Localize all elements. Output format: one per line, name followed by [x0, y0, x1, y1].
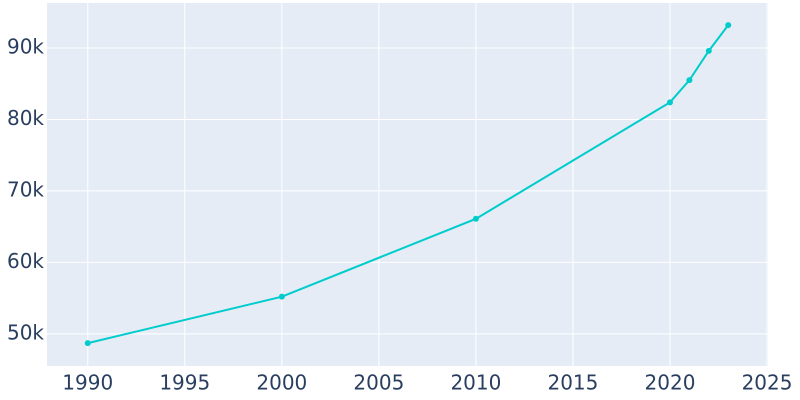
- point: [686, 77, 693, 84]
- point: [84, 340, 91, 347]
- y-tick-label: 70k: [7, 177, 44, 201]
- y-tick-label: 50k: [7, 320, 44, 344]
- point: [725, 22, 732, 29]
- y-tick-label: 60k: [7, 249, 44, 273]
- x-tick-label: 2010: [450, 371, 501, 395]
- x-tick-label: 1990: [62, 371, 113, 395]
- y-tick-label: 90k: [7, 35, 44, 59]
- point: [705, 47, 712, 54]
- point: [472, 215, 479, 222]
- y-tick-label: 80k: [7, 106, 44, 130]
- point: [278, 293, 285, 300]
- x-tick-label: 1995: [159, 371, 210, 395]
- plot-area: [47, 3, 768, 366]
- x-tick-label: 2020: [645, 371, 696, 395]
- x-tick-label: 2025: [742, 371, 793, 395]
- x-tick-label: 2000: [256, 371, 307, 395]
- x-tick-label: 2015: [547, 371, 598, 395]
- x-tick-label: 2005: [353, 371, 404, 395]
- point: [666, 99, 673, 106]
